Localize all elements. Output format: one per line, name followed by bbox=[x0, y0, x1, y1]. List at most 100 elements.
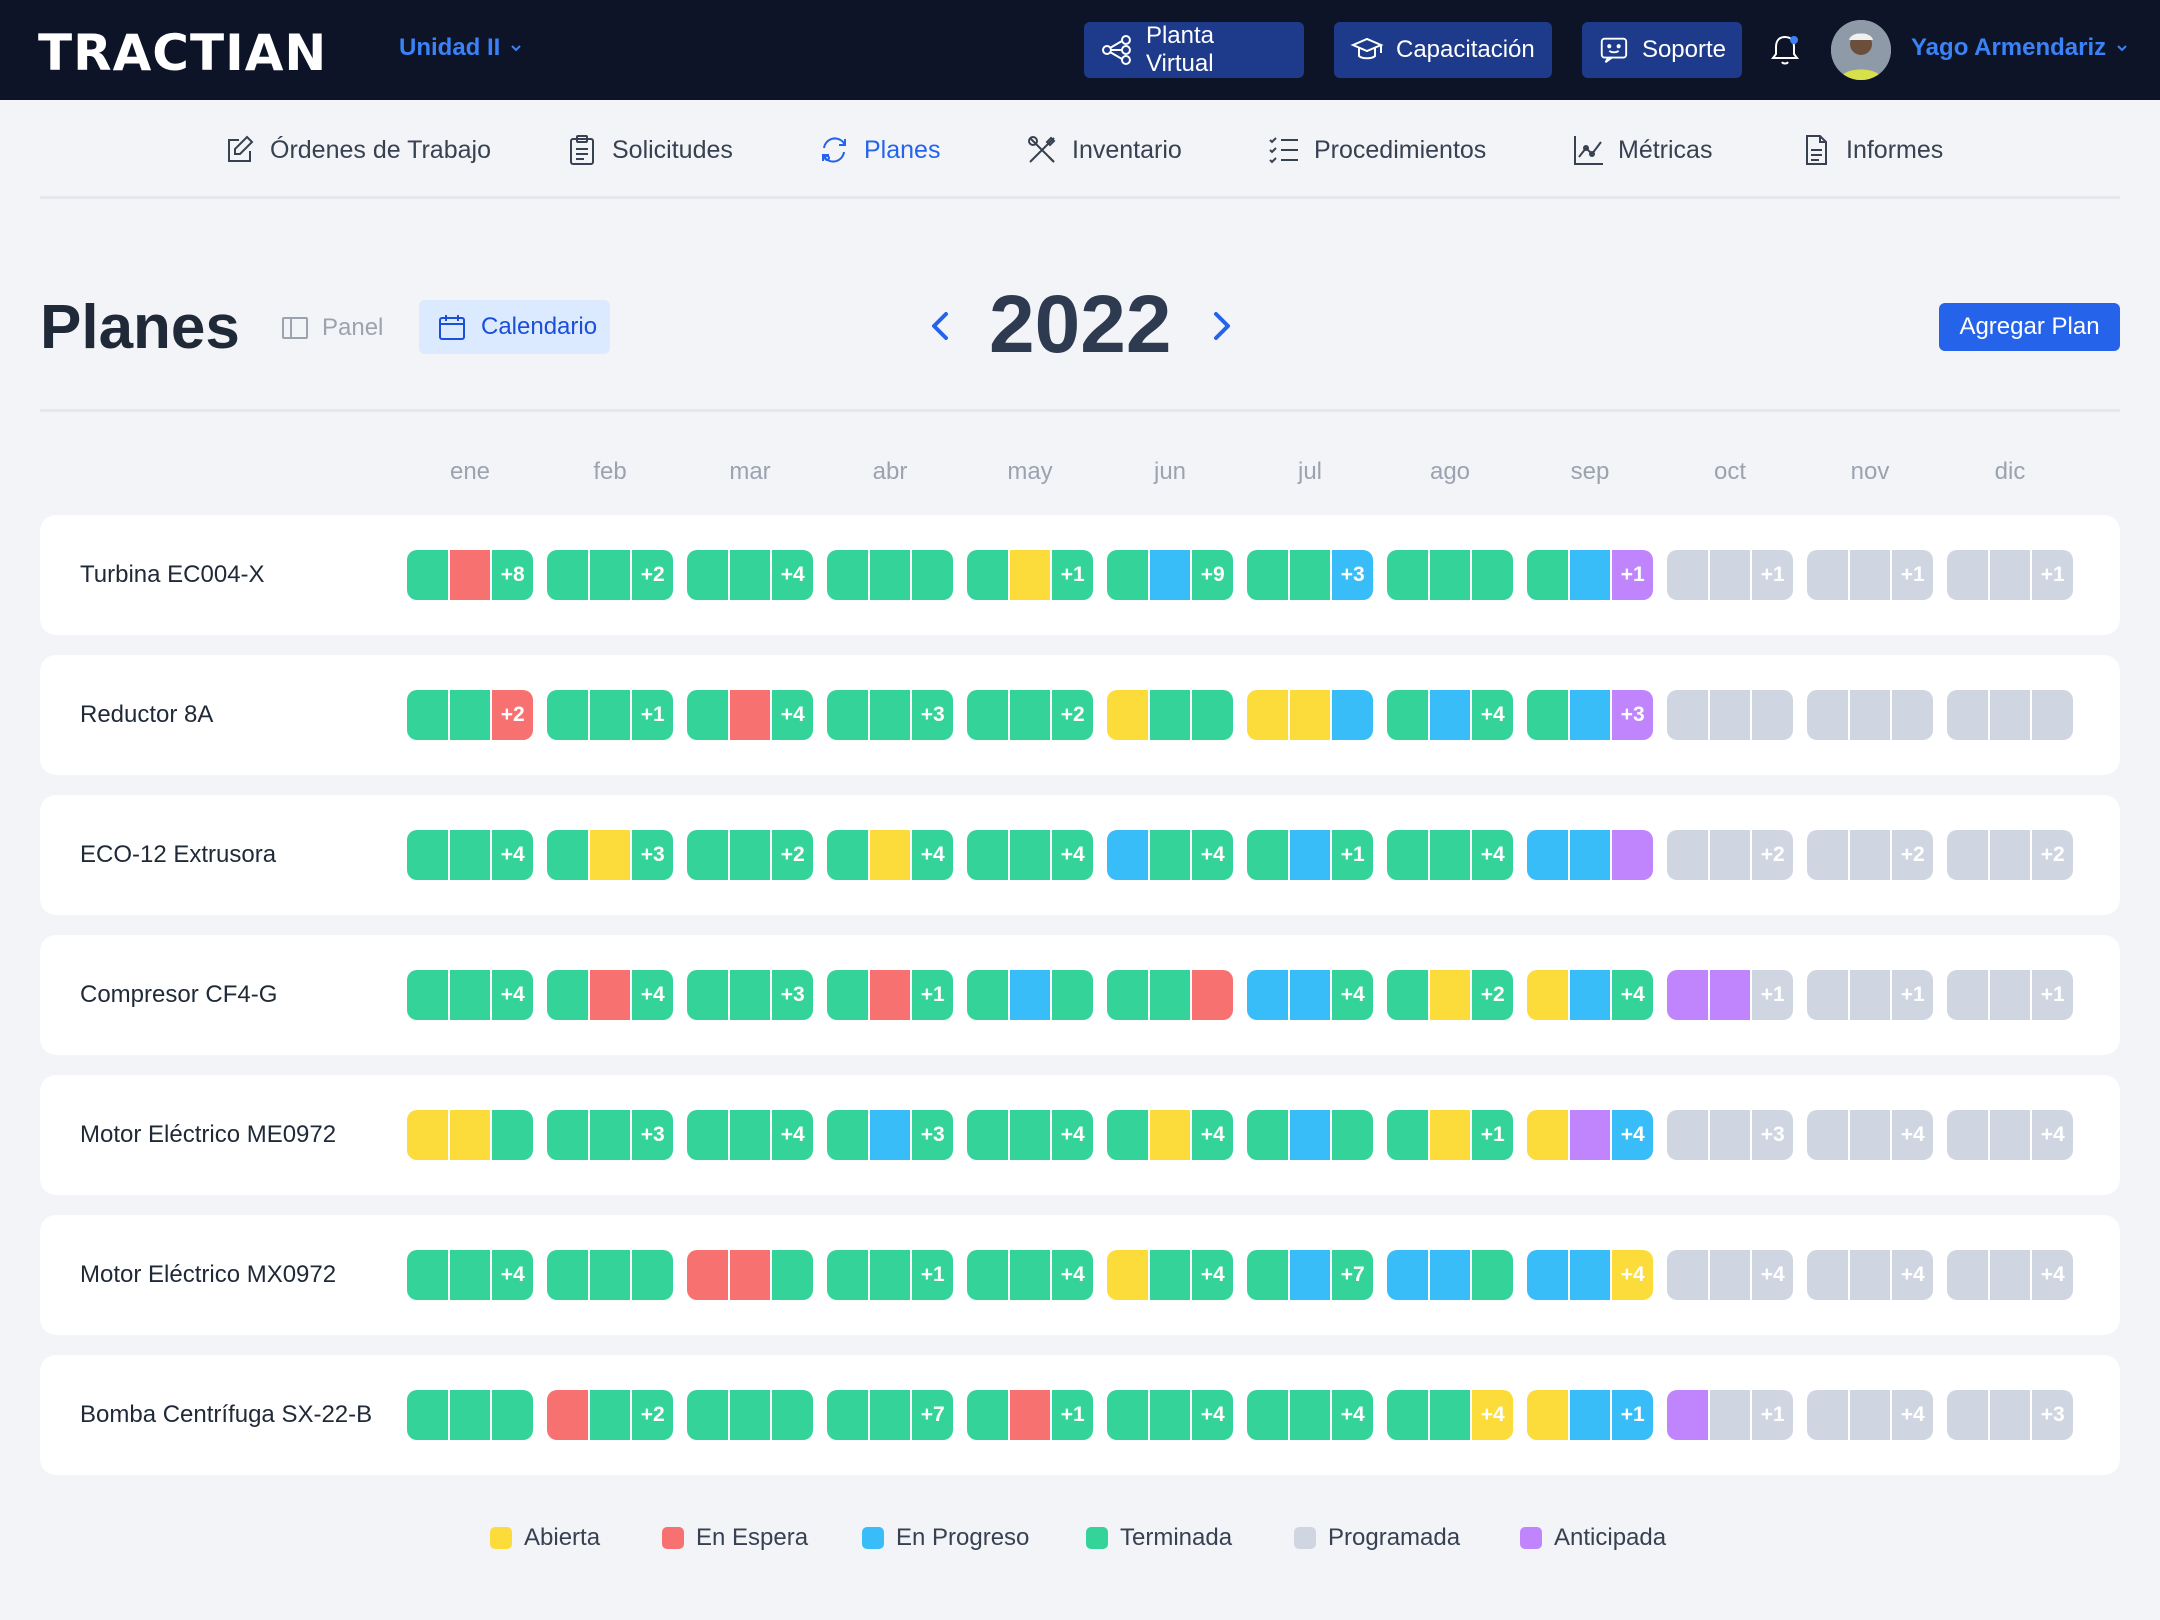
nav-item-inventario[interactable]: Inventario bbox=[1024, 130, 1182, 170]
month-cell-ene[interactable]: +4 bbox=[407, 830, 533, 880]
asset-name[interactable]: Motor Eléctrico MX0972 bbox=[80, 1261, 337, 1288]
month-cell-sep[interactable]: +4 bbox=[1527, 970, 1653, 1020]
month-cell-ene[interactable]: +4 bbox=[407, 970, 533, 1020]
asset-name[interactable]: Motor Eléctrico ME0972 bbox=[80, 1121, 337, 1148]
month-cell-abr[interactable]: +3 bbox=[827, 690, 953, 740]
month-cell-oct[interactable] bbox=[1667, 690, 1793, 740]
month-cell-feb[interactable]: +3 bbox=[547, 830, 673, 880]
month-cell-feb[interactable]: +4 bbox=[547, 970, 673, 1020]
month-cell-jun[interactable]: +4 bbox=[1107, 830, 1233, 880]
asset-name[interactable]: ECO-12 Extrusora bbox=[80, 841, 277, 868]
month-cell-ago[interactable]: +2 bbox=[1387, 970, 1513, 1020]
month-cell-nov[interactable]: +1 bbox=[1807, 970, 1933, 1020]
month-cell-oct[interactable]: +2 bbox=[1667, 830, 1793, 880]
asset-name[interactable]: Compresor CF4-G bbox=[80, 981, 278, 1008]
view-toggle-panel[interactable]: Panel bbox=[276, 302, 387, 354]
month-cell-mar[interactable]: +4 bbox=[687, 1110, 813, 1160]
month-cell-jun[interactable]: +4 bbox=[1107, 1110, 1233, 1160]
month-cell-abr[interactable]: +3 bbox=[827, 1110, 953, 1160]
month-cell-jul[interactable]: +4 bbox=[1247, 1390, 1373, 1440]
month-cell-jul[interactable] bbox=[1247, 1110, 1373, 1160]
month-cell-sep[interactable]: +3 bbox=[1527, 690, 1653, 740]
asset-name[interactable]: Bomba Centrífuga SX-22-B bbox=[80, 1401, 373, 1428]
month-cell-abr[interactable] bbox=[827, 550, 953, 600]
next-year-button[interactable] bbox=[1202, 306, 1242, 346]
month-cell-dic[interactable]: +1 bbox=[1947, 970, 2073, 1020]
user-menu[interactable]: Yago Armendariz bbox=[1911, 34, 2128, 62]
month-cell-jul[interactable]: +4 bbox=[1247, 970, 1373, 1020]
nav-item-solicitudes[interactable]: Solicitudes bbox=[564, 130, 733, 170]
month-cell-mar[interactable]: +4 bbox=[687, 550, 813, 600]
month-cell-feb[interactable]: +1 bbox=[547, 690, 673, 740]
month-cell-jul[interactable] bbox=[1247, 690, 1373, 740]
month-cell-sep[interactable]: +1 bbox=[1527, 550, 1653, 600]
month-cell-dic[interactable]: +2 bbox=[1947, 830, 2073, 880]
month-cell-nov[interactable]: +4 bbox=[1807, 1250, 1933, 1300]
nav-item-metricas[interactable]: Métricas bbox=[1570, 130, 1712, 170]
month-cell-dic[interactable] bbox=[1947, 690, 2073, 740]
month-cell-sep[interactable]: +4 bbox=[1527, 1250, 1653, 1300]
month-cell-ago[interactable]: +1 bbox=[1387, 1110, 1513, 1160]
month-cell-jul[interactable]: +3 bbox=[1247, 550, 1373, 600]
previous-year-button[interactable] bbox=[920, 306, 960, 346]
month-cell-may[interactable]: +1 bbox=[967, 1390, 1093, 1440]
nav-item-planes[interactable]: Planes bbox=[816, 130, 940, 170]
month-cell-feb[interactable] bbox=[547, 1250, 673, 1300]
month-cell-abr[interactable]: +1 bbox=[827, 970, 953, 1020]
month-cell-feb[interactable]: +2 bbox=[547, 1390, 673, 1440]
nav-item-ordenes[interactable]: Órdenes de Trabajo bbox=[222, 130, 491, 170]
month-cell-ago[interactable]: +4 bbox=[1387, 1390, 1513, 1440]
month-cell-nov[interactable]: +2 bbox=[1807, 830, 1933, 880]
month-cell-jun[interactable]: +4 bbox=[1107, 1250, 1233, 1300]
month-cell-dic[interactable]: +3 bbox=[1947, 1390, 2073, 1440]
notification-bell-icon[interactable] bbox=[1767, 32, 1803, 68]
month-cell-nov[interactable]: +4 bbox=[1807, 1110, 1933, 1160]
month-cell-ene[interactable]: +4 bbox=[407, 1250, 533, 1300]
user-avatar[interactable] bbox=[1831, 20, 1891, 80]
month-cell-may[interactable] bbox=[967, 970, 1093, 1020]
asset-name[interactable]: Reductor 8A bbox=[80, 701, 214, 728]
nav-item-procedimientos[interactable]: Procedimientos bbox=[1266, 130, 1486, 170]
month-cell-sep[interactable]: +4 bbox=[1527, 1110, 1653, 1160]
month-cell-oct[interactable]: +4 bbox=[1667, 1250, 1793, 1300]
unit-selector[interactable]: Unidad II bbox=[399, 34, 522, 62]
month-cell-nov[interactable] bbox=[1807, 690, 1933, 740]
month-cell-jun[interactable] bbox=[1107, 970, 1233, 1020]
month-cell-may[interactable]: +1 bbox=[967, 550, 1093, 600]
month-cell-nov[interactable]: +4 bbox=[1807, 1390, 1933, 1440]
capacitacion-button[interactable]: Capacitación bbox=[1334, 22, 1552, 78]
add-plan-button[interactable]: Agregar Plan bbox=[1939, 303, 2120, 351]
month-cell-jul[interactable]: +1 bbox=[1247, 830, 1373, 880]
month-cell-ene[interactable]: +2 bbox=[407, 690, 533, 740]
month-cell-ene[interactable] bbox=[407, 1390, 533, 1440]
month-cell-ene[interactable]: +8 bbox=[407, 550, 533, 600]
month-cell-oct[interactable]: +1 bbox=[1667, 970, 1793, 1020]
month-cell-mar[interactable]: +2 bbox=[687, 830, 813, 880]
month-cell-ago[interactable]: +4 bbox=[1387, 690, 1513, 740]
asset-name[interactable]: Turbina EC004-X bbox=[80, 561, 265, 588]
month-cell-dic[interactable]: +1 bbox=[1947, 550, 2073, 600]
month-cell-ago[interactable] bbox=[1387, 550, 1513, 600]
month-cell-feb[interactable]: +3 bbox=[547, 1110, 673, 1160]
planta-virtual-button[interactable]: Planta Virtual bbox=[1084, 22, 1304, 78]
month-cell-dic[interactable]: +4 bbox=[1947, 1250, 2073, 1300]
month-cell-mar[interactable]: +4 bbox=[687, 690, 813, 740]
month-cell-ago[interactable]: +4 bbox=[1387, 830, 1513, 880]
tractian-logo[interactable]: TRACTIAN bbox=[38, 24, 328, 82]
month-cell-abr[interactable]: +4 bbox=[827, 830, 953, 880]
month-cell-ene[interactable] bbox=[407, 1110, 533, 1160]
month-cell-mar[interactable] bbox=[687, 1390, 813, 1440]
month-cell-oct[interactable]: +1 bbox=[1667, 550, 1793, 600]
month-cell-abr[interactable]: +7 bbox=[827, 1390, 953, 1440]
month-cell-dic[interactable]: +4 bbox=[1947, 1110, 2073, 1160]
month-cell-sep[interactable] bbox=[1527, 830, 1653, 880]
month-cell-oct[interactable]: +1 bbox=[1667, 1390, 1793, 1440]
month-cell-jun[interactable] bbox=[1107, 690, 1233, 740]
month-cell-nov[interactable]: +1 bbox=[1807, 550, 1933, 600]
month-cell-mar[interactable] bbox=[687, 1250, 813, 1300]
month-cell-abr[interactable]: +1 bbox=[827, 1250, 953, 1300]
view-toggle-calendar[interactable]: Calendario bbox=[419, 300, 610, 354]
month-cell-sep[interactable]: +1 bbox=[1527, 1390, 1653, 1440]
month-cell-jun[interactable]: +4 bbox=[1107, 1390, 1233, 1440]
nav-item-informes[interactable]: Informes bbox=[1798, 130, 1943, 170]
